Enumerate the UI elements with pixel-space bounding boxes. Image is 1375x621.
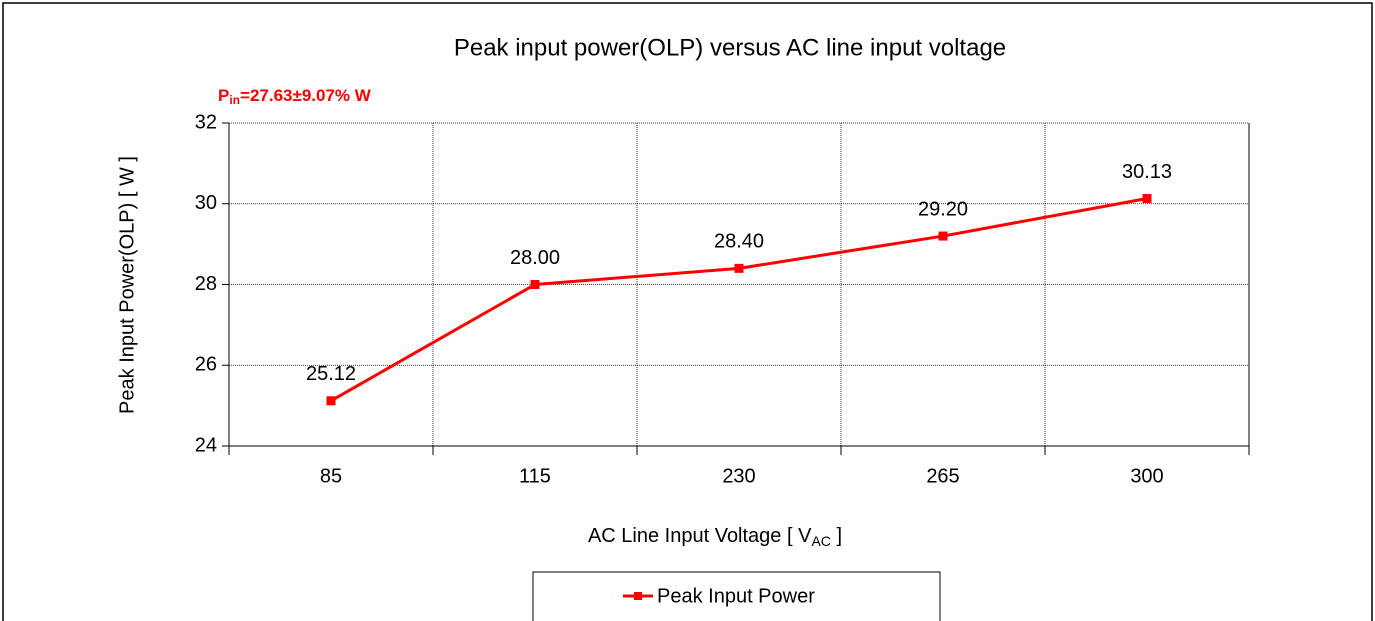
value-label: 29.20 bbox=[918, 198, 968, 220]
value-label: 28.00 bbox=[510, 247, 560, 269]
value-label: 30.13 bbox=[1122, 161, 1172, 183]
value-label: 25.12 bbox=[306, 363, 356, 385]
x-label-sub: AC bbox=[811, 533, 830, 549]
x-axis-label: AC Line Input Voltage [ VAC ] bbox=[588, 525, 842, 548]
legend-marker bbox=[634, 592, 642, 600]
x-tick-label: 230 bbox=[722, 465, 755, 487]
x-tick-label: 265 bbox=[926, 465, 959, 487]
x-label-main: AC Line Input Voltage [ V bbox=[588, 525, 812, 547]
annotation-main: P bbox=[218, 86, 229, 105]
x-tick-label: 85 bbox=[320, 465, 342, 487]
y-tick-label: 24 bbox=[195, 434, 217, 456]
y-tick-label: 28 bbox=[195, 273, 217, 295]
y-tick-label: 32 bbox=[195, 111, 217, 133]
annotation: Pin=27.63±9.07% W bbox=[218, 86, 372, 107]
point bbox=[938, 231, 948, 241]
annotation-sub: in bbox=[229, 93, 240, 107]
chart-title: Peak input power(OLP) versus AC line inp… bbox=[454, 34, 1006, 61]
annotation-rest: =27.63±9.07% W bbox=[240, 86, 372, 105]
point bbox=[1142, 194, 1152, 204]
value-label: 28.40 bbox=[714, 231, 764, 253]
x-tick-label: 115 bbox=[519, 465, 551, 487]
x-tick-label: 300 bbox=[1130, 465, 1163, 487]
x-label-rest: ] bbox=[831, 525, 842, 547]
point bbox=[734, 263, 744, 273]
legend-box bbox=[532, 571, 941, 621]
y-tick-label: 30 bbox=[195, 192, 217, 214]
point bbox=[326, 396, 336, 406]
y-tick-label: 26 bbox=[195, 354, 217, 376]
point bbox=[530, 280, 540, 289]
legend-label: Peak Input Power bbox=[657, 585, 815, 607]
y-axis-label: Peak Input Power(OLP) [ W ] bbox=[116, 156, 138, 414]
